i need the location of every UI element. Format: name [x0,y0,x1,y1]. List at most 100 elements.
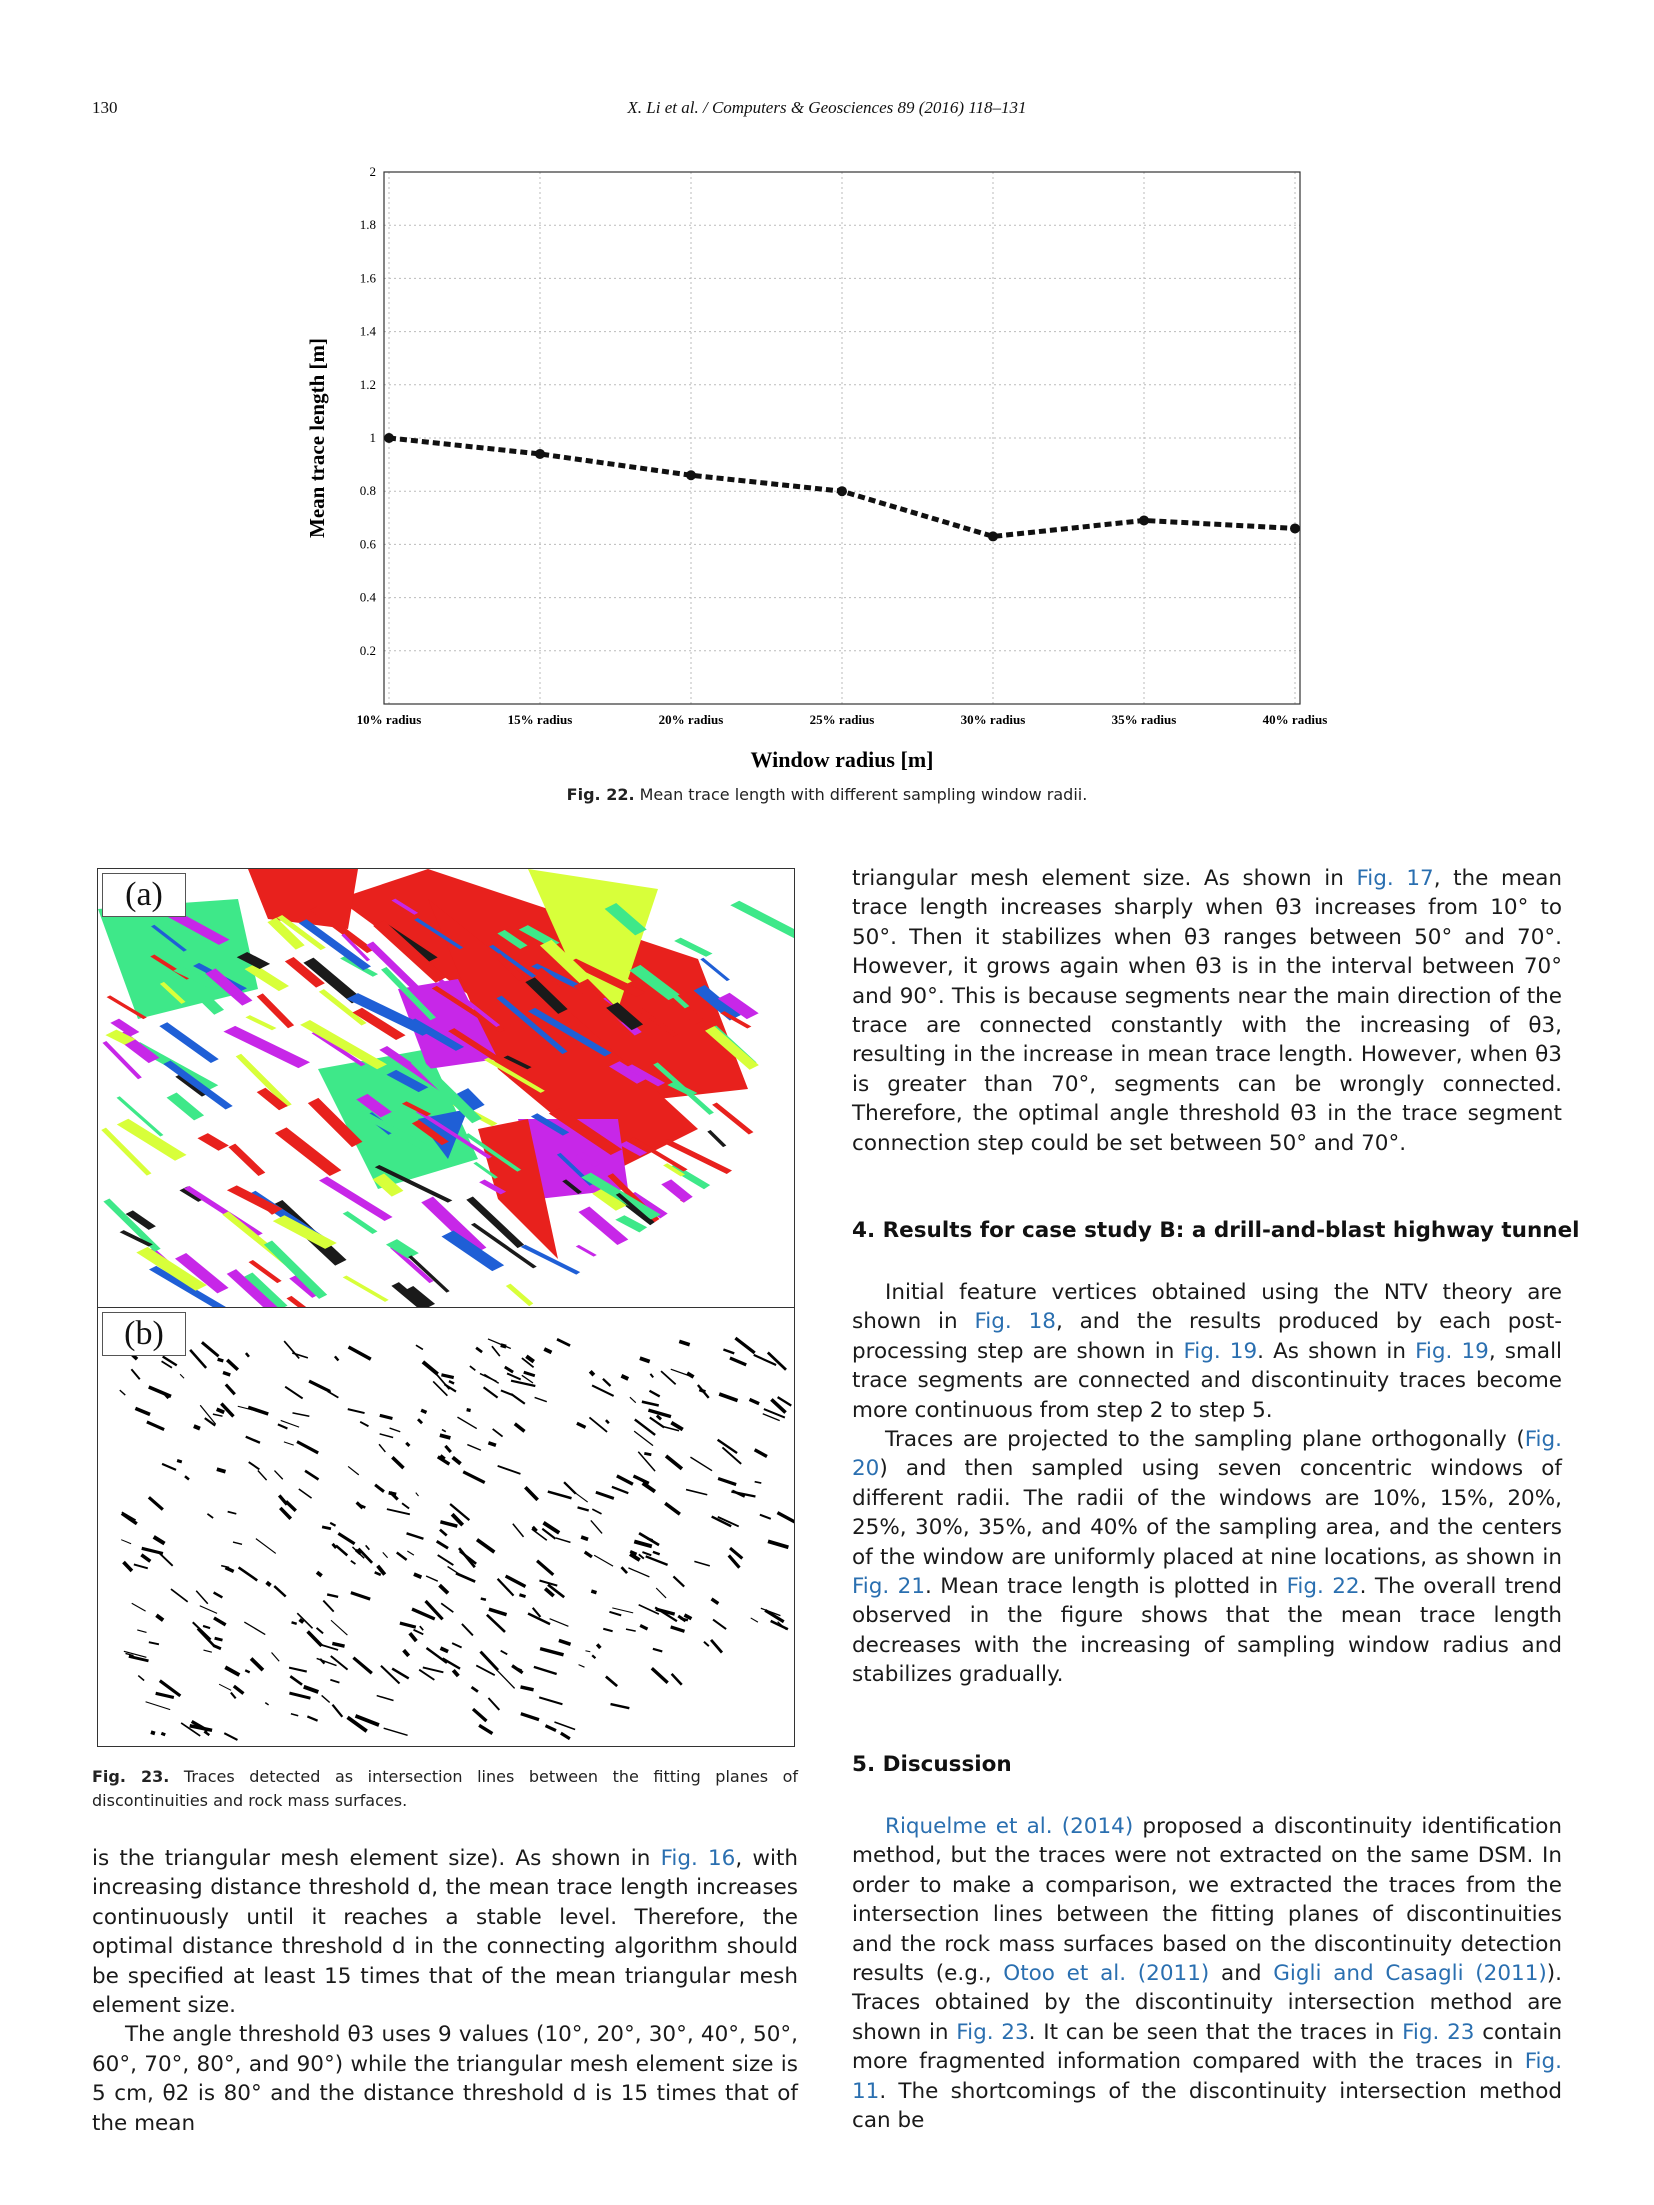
trace-segment [192,1621,212,1641]
trace-segment [583,1550,593,1559]
trace-segment [425,1575,439,1582]
trace-segment [447,1565,461,1575]
trace-fragment [119,1230,153,1247]
trace-fragment [159,1022,219,1064]
fig23-link[interactable]: Fig. 23 [1402,2019,1475,2045]
paragraph: is the triangular mesh element size). As… [92,1844,798,2020]
fig20-link[interactable]: Fig. 20 [852,1427,1562,1482]
trace-segment [641,1481,657,1494]
fig23-panel-b: (b) [97,1307,795,1747]
trace-segment [670,1625,685,1633]
trace-segment [542,1521,561,1535]
trace-segment [184,1475,190,1481]
fig16-link[interactable]: Fig. 16 [660,1846,736,1871]
trace-segment [717,1476,737,1487]
trace-segment [223,1732,238,1741]
trace-segment [432,1380,448,1397]
trace-segment [440,1602,454,1613]
fig19-link[interactable]: Fig. 19 [1183,1338,1258,1364]
trace-segment [467,1443,482,1451]
trace-segment [273,1585,287,1598]
trace-segment [161,1360,173,1369]
trace-segment [304,1469,320,1481]
trace-segment [155,1691,175,1700]
panel-a-label: (a) [102,873,186,917]
left-column: is the triangular mesh element size). As… [92,1844,798,2138]
trace-segment [451,1642,463,1649]
trace-segment [650,1667,669,1685]
trace-segment [264,1702,270,1706]
trace-fragment [638,1008,678,1037]
trace-segment [331,1542,338,1549]
trace-segment [663,1425,680,1432]
trace-segment [638,1604,660,1615]
trace-segment [170,1588,189,1603]
fracture-plane [418,1109,468,1159]
trace-segment [199,1404,217,1425]
trace-segment [525,1354,535,1364]
trace-segment [543,1347,553,1355]
y-tick-label: 0.8 [360,483,376,498]
trace-fragment [629,964,680,1001]
trace-segment [158,1552,174,1567]
fig22-chart: 0.2 0.4 0.6 0.8 1 1.2 1.4 1.6 1.8 2 10% radius 15%… [305,164,1327,772]
paragraph: Traces are projected to the sampling pla… [852,1425,1562,1690]
trace-segment [703,1641,710,1647]
trace-segment [616,1474,634,1486]
trace-segment [244,1669,251,1674]
trace-segment [491,1345,501,1357]
trace-segment [439,1528,448,1537]
trace-segment [696,1384,710,1399]
trace-segment [413,1572,423,1579]
trace-segment [634,1418,656,1436]
trace-segment [647,1408,672,1419]
otoo-link[interactable]: Otoo et al. (2011) [1003,1961,1210,1987]
fig19-link[interactable]: Fig. 19 [1415,1338,1489,1364]
riquelme-link[interactable]: Riquelme et al. (2014) [885,1814,1134,1839]
trace-segment [655,1607,676,1616]
trace-fragment [567,958,646,997]
trace-segment [232,1684,245,1695]
trace-fragment [197,1133,229,1151]
trace-fragment [101,1127,152,1176]
fig11-link[interactable]: Fig. 11 [852,2049,1562,2104]
trace-segment [633,1430,654,1447]
x-tick-label: 35% radius [1112,712,1177,727]
trace-fragment [116,1118,187,1161]
trace-fragment [342,1275,389,1302]
trace-segment [777,1396,792,1407]
text-run: proposed a discontinuity identification … [852,1814,1562,1987]
fig22-link[interactable]: Fig. 22 [1286,1574,1360,1600]
trace-segment [500,1343,507,1349]
trace-fragment [390,1245,434,1284]
y-tick-label: 1.4 [360,324,377,339]
trace-segment [712,1618,727,1630]
trace-fragment [496,995,568,1055]
fig17-link[interactable]: Fig. 17 [1356,866,1434,891]
trace-fragment [244,964,290,992]
trace-segment [620,1566,629,1575]
trace-segment [555,1537,571,1544]
text-run: ) and then sampled using seven concentri… [852,1456,1562,1570]
trace-segment [721,1446,742,1465]
trace-segment [510,1393,526,1405]
trace-fragment [342,1211,378,1234]
trace-fragment [466,1196,525,1249]
y-tick-label: 1.8 [360,217,376,232]
fig18-link[interactable]: Fig. 18 [974,1309,1056,1335]
trace-segment [298,1488,313,1499]
fig21-link[interactable]: Fig. 21 [852,1574,926,1600]
trace-fragment [592,1188,627,1211]
trace-segment [664,1501,681,1516]
trace-segment [133,1563,149,1570]
trace-segment [329,1521,337,1527]
trace-segment [193,1424,201,1431]
trace-fragment [661,1139,734,1175]
trace-fragment [366,941,420,991]
trace-segment [374,1571,382,1577]
gigli-link[interactable]: Gigli and Casagli (2011) [1273,1961,1547,1987]
trace-fragment [525,977,568,1014]
fig23-link[interactable]: Fig. 23 [956,2019,1029,2045]
trace-segment [683,1613,693,1621]
trace-segment [655,1414,663,1421]
